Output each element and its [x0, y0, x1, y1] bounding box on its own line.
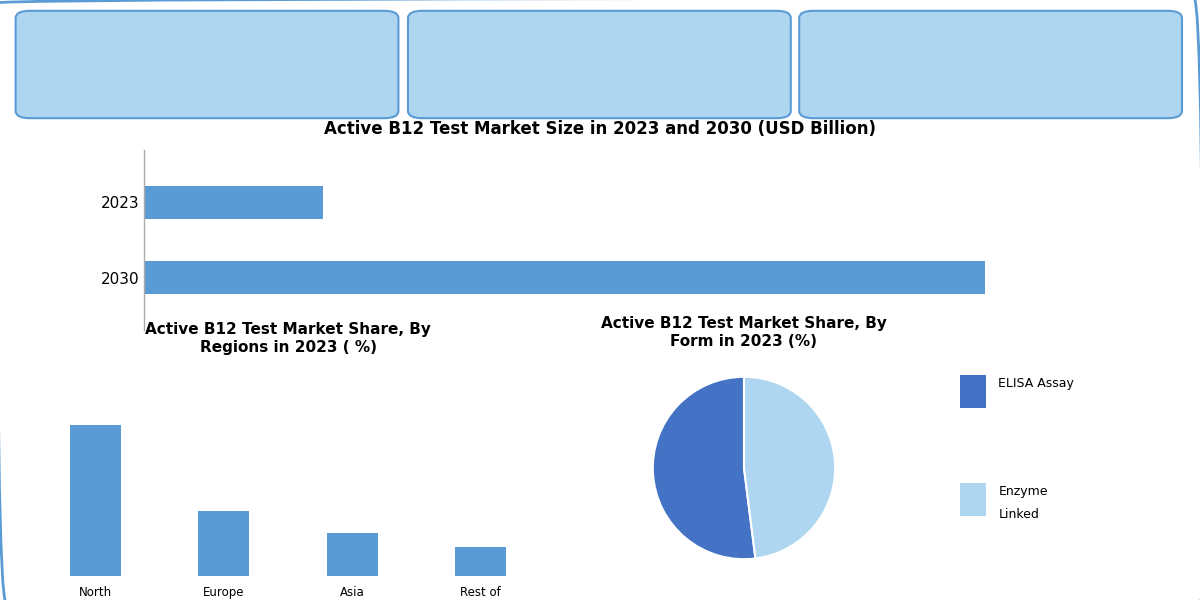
- Text: Revenue is expected to grow: Revenue is expected to grow: [491, 41, 708, 54]
- Text: Linked: Linked: [998, 508, 1039, 521]
- Bar: [144, 260, 985, 295]
- Text: Size was valued at 182.23: Size was valued at 182.23: [109, 41, 305, 54]
- Text: Active B12 Test Market Size in 2023 and 2030 (USD Billion): Active B12 Test Market Size in 2023 and …: [324, 120, 876, 138]
- Bar: [144, 185, 323, 220]
- Bar: [326, 533, 378, 576]
- Wedge shape: [653, 377, 756, 559]
- Wedge shape: [744, 377, 835, 559]
- Bar: [198, 511, 250, 576]
- Text: ELISA Assay: ELISA Assay: [998, 377, 1074, 391]
- Text: reaching approximately: reaching approximately: [901, 41, 1080, 54]
- Text: 854.45 Mn in 2030: 854.45 Mn in 2030: [922, 73, 1060, 86]
- Bar: [455, 547, 506, 576]
- Text: at 24.7 % from 2024 to 2030: at 24.7 % from 2024 to 2030: [493, 73, 706, 86]
- Title: Active B12 Test Market Share, By
Form in 2023 (%): Active B12 Test Market Share, By Form in…: [601, 316, 887, 349]
- Title: Active B12 Test Market Share, By
Regions in 2023 ( %): Active B12 Test Market Share, By Regions…: [145, 322, 431, 355]
- Text: Enzyme: Enzyme: [998, 485, 1048, 499]
- Bar: [70, 425, 121, 576]
- Text: Mn in 2023: Mn in 2023: [166, 73, 248, 86]
